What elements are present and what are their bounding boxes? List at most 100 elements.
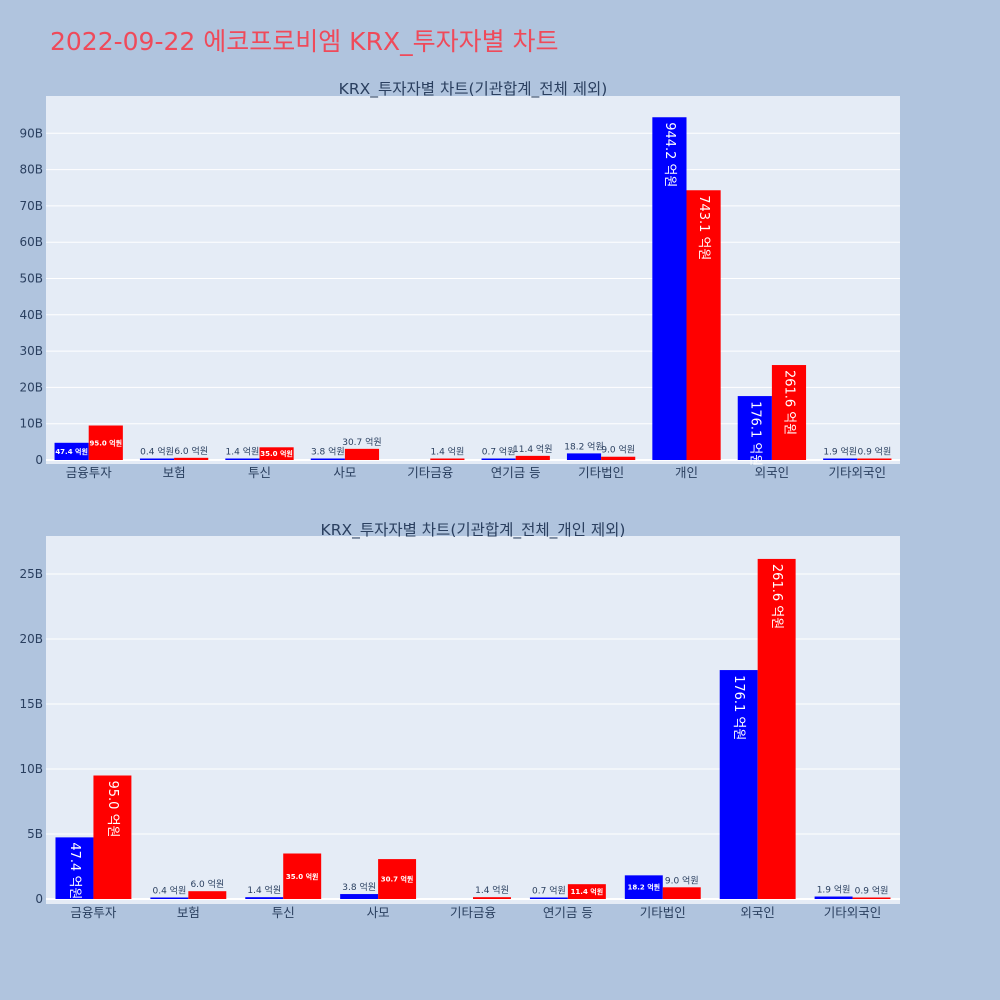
- x-tick-label: 투신: [248, 465, 271, 480]
- bar-sell: [378, 859, 417, 899]
- bar-sell: [601, 456, 636, 460]
- x-tick-label: 보험: [177, 905, 200, 920]
- x-tick-label: 기타법인: [640, 905, 686, 920]
- bar-sell: [662, 887, 701, 899]
- data-label: 743.1 억원: [696, 195, 711, 260]
- x-tick-label: 사모: [367, 905, 390, 920]
- x-tick-label: 기타금융: [407, 465, 453, 480]
- x-tick-label: 기타금융: [450, 905, 496, 920]
- data-label: 30.7 억원: [342, 436, 381, 448]
- bar-buy: [624, 875, 663, 899]
- x-tick-label: 외국인: [740, 905, 775, 920]
- data-label: 47.4 억원: [67, 842, 82, 899]
- chart-title: KRX_투자자별 차트(기관합계_전체_개인 제외): [321, 521, 626, 540]
- bar-buy: [566, 453, 602, 460]
- bar-sell: [259, 447, 294, 460]
- bar-buy: [55, 837, 94, 899]
- bar-buy: [54, 442, 89, 460]
- chart-panel-2: 0 5B 10B 15B 20B 25B KRX_투자자별 차트(기관합계_전체_개인 제외…: [19, 521, 900, 920]
- x-tick-label: 금융투자: [66, 465, 113, 480]
- data-label: 11.4 억원: [571, 887, 604, 896]
- data-label: 9.0 억원: [665, 874, 699, 886]
- data-label: 1.9 억원: [823, 446, 857, 458]
- data-label: 11.4 억원: [513, 443, 552, 455]
- x-tick-label: 기타법인: [578, 465, 624, 480]
- bar-sell: [771, 365, 807, 460]
- y-tick-label: 20B: [19, 632, 43, 646]
- data-label: 0.4 억원: [140, 446, 174, 458]
- bar-sell: [515, 455, 550, 460]
- data-label: 0.7 억원: [482, 446, 516, 458]
- x-tick-label: 외국인: [755, 465, 790, 480]
- y-tick-label: 90B: [19, 126, 43, 140]
- bar-sell: [567, 884, 606, 899]
- y-tick-label: 0: [35, 892, 43, 906]
- y-tick-label: 10B: [19, 417, 43, 431]
- data-label: 3.8 억원: [311, 446, 345, 458]
- data-label: 18.2 억원: [564, 440, 603, 452]
- data-label: 95.0 억원: [105, 781, 120, 838]
- data-label: 1.4 억원: [475, 884, 509, 896]
- data-label: 30.7 억원: [381, 875, 414, 884]
- bar-sell: [283, 853, 322, 899]
- y-tick-label: 80B: [19, 163, 43, 177]
- data-label: 261.6 억원: [781, 370, 796, 435]
- bar-buy: [340, 894, 379, 899]
- data-label: 176.1 억원: [731, 675, 746, 740]
- y-tick-label: 30B: [19, 344, 43, 358]
- data-label: 176.1 억원: [747, 401, 762, 466]
- page-title: 2022-09-22 에코프로비엠 KRX_투자자별 차트: [50, 27, 559, 56]
- bar-buy: [737, 396, 772, 460]
- y-tick-label: 0: [35, 453, 43, 467]
- y-tick-label: 70B: [19, 199, 43, 213]
- bar-buy: [814, 896, 853, 899]
- bar-buy: [652, 117, 687, 460]
- data-label: 35.0 억원: [286, 872, 319, 881]
- bar-buy: [310, 458, 345, 460]
- y-tick-label: 20B: [19, 380, 43, 394]
- data-label: 1.9 억원: [817, 884, 851, 896]
- y-tick-label: 60B: [19, 235, 43, 249]
- bar-buy: [481, 458, 516, 460]
- data-label: 944.2 억원: [662, 122, 677, 187]
- bar-sell: [93, 775, 132, 899]
- bar-buy: [245, 897, 284, 899]
- x-tick-label: 기타외국인: [829, 465, 887, 480]
- chart-title: KRX_투자자별 차트(기관합계_전체 제외): [339, 80, 608, 99]
- y-tick-label: 5B: [27, 827, 43, 841]
- bar-buy: [150, 897, 189, 899]
- x-tick-label: 사모: [333, 465, 356, 480]
- bar-buy: [719, 670, 758, 899]
- bar-sell: [430, 458, 465, 460]
- x-tick-label: 금융투자: [70, 905, 117, 920]
- data-label: 0.7 억원: [532, 885, 566, 897]
- data-label: 1.4 억원: [431, 446, 465, 458]
- data-label: 1.4 억원: [247, 884, 281, 896]
- bar-sell: [757, 558, 796, 899]
- y-tick-label: 15B: [19, 697, 43, 711]
- y-tick-label: 25B: [19, 567, 43, 581]
- y-tick-label: 10B: [19, 762, 43, 776]
- x-tick-label: 연기금 등: [491, 465, 541, 480]
- y-tick-label: 40B: [19, 308, 43, 322]
- bar-sell: [88, 425, 123, 460]
- x-tick-label: 연기금 등: [543, 905, 593, 920]
- data-label: 18.2 억원: [628, 883, 661, 892]
- data-label: 6.0 억원: [190, 878, 224, 890]
- data-label: 0.4 억원: [152, 885, 186, 897]
- data-label: 3.8 억원: [342, 881, 376, 893]
- data-label: 35.0 억원: [260, 449, 293, 458]
- bar-sell: [174, 457, 209, 460]
- bar-buy: [823, 458, 858, 460]
- data-label: 0.9 억원: [855, 885, 889, 897]
- chart-panel-1: 0 10B 20B 30B 40B 50B 60B 70B 80B 90B KRX_투자자별 차트(…: [19, 80, 900, 480]
- data-label: 261.6 억원: [769, 564, 784, 629]
- data-label: 6.0 억원: [174, 445, 208, 457]
- bar-buy: [139, 458, 175, 460]
- bar-buy: [225, 458, 260, 460]
- data-label: 47.4 억원: [55, 447, 88, 456]
- bar-sell: [344, 448, 380, 460]
- bar-buy: [529, 897, 568, 899]
- bar-sell: [852, 897, 891, 899]
